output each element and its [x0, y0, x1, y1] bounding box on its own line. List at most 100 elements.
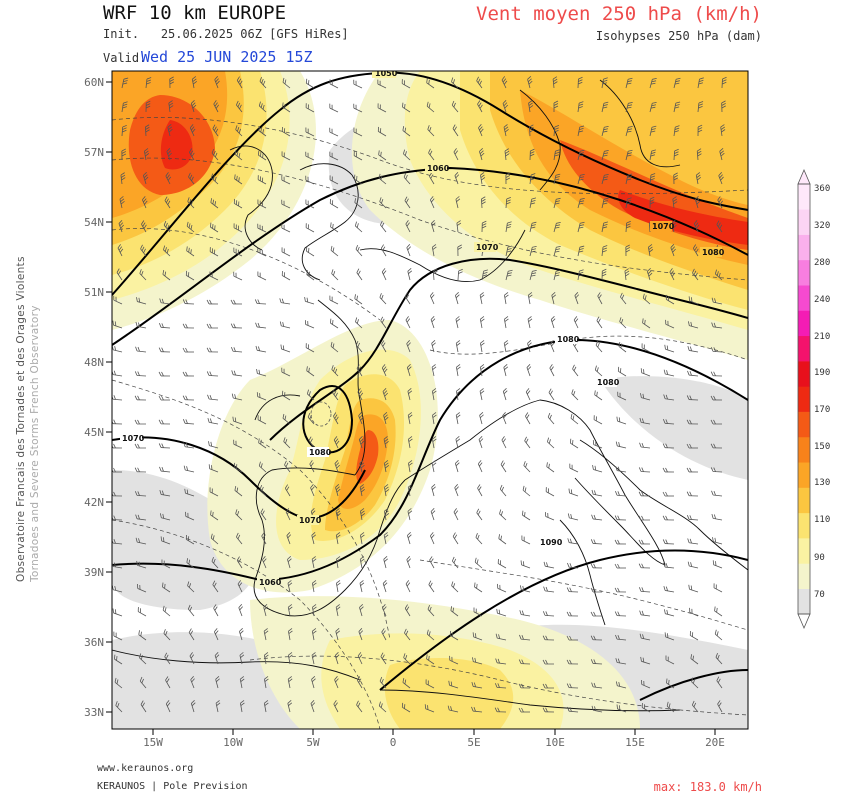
wind-barb: [359, 556, 365, 569]
wind-barb: [504, 316, 509, 329]
wind-barb: [284, 484, 291, 497]
wind-barb: [673, 125, 680, 137]
wind-barb: [404, 604, 411, 617]
wind-barb: [377, 79, 387, 89]
colorbar-label: 170: [814, 405, 830, 415]
wind-barb: [449, 630, 459, 641]
wind-barb: [553, 197, 561, 209]
wind-barb: [406, 244, 411, 257]
wind-barb: [384, 484, 390, 497]
wind-barb: [236, 532, 243, 545]
wind-barb: [615, 441, 627, 449]
wind-barb: [210, 222, 219, 233]
wind-barb: [480, 172, 486, 185]
wind-barb: [135, 346, 147, 353]
wind-barb: [380, 316, 387, 329]
wind-barb: [383, 412, 389, 425]
wind-barb: [686, 491, 699, 497]
wind-barb: [714, 269, 723, 281]
wind-barb: [591, 489, 603, 497]
product-title: Vent moyen 250 hPa (km/h): [476, 3, 762, 25]
wind-barb: [618, 341, 627, 353]
wind-barb: [182, 371, 195, 377]
wind-barb: [257, 415, 267, 425]
wind-barb: [377, 126, 387, 137]
wind-barb: [543, 586, 555, 593]
wind-barb: [614, 587, 627, 593]
wind-barb: [542, 707, 555, 713]
wind-barb: [696, 148, 702, 161]
wind-barb: [360, 532, 365, 545]
wind-barb: [282, 102, 291, 113]
wind-barb: [503, 340, 509, 353]
wind-barb: [711, 322, 723, 329]
wind-barb: [259, 484, 267, 497]
side-credit-fr: Observatoire Francais des Tornades et de…: [15, 256, 27, 582]
wind-barb: [688, 321, 699, 329]
wind-barb: [256, 369, 267, 377]
wind-barb: [502, 100, 509, 113]
wind-barb: [638, 467, 651, 473]
wind-barb: [255, 345, 267, 353]
wind-barb: [233, 198, 243, 209]
wind-barb: [505, 221, 512, 233]
wind-barb: [550, 340, 555, 353]
wind-barb: [625, 126, 633, 137]
wind-barb: [431, 484, 436, 497]
wind-barb: [527, 292, 533, 305]
wind-barb: [477, 484, 483, 497]
wind-barb: [432, 268, 438, 281]
wind-barb: [258, 438, 267, 449]
wind-barb: [596, 316, 603, 329]
wind-barb: [649, 125, 657, 137]
side-credit-en: Tornadoes and Severe Storms French Obser…: [29, 305, 41, 582]
wind-barb: [163, 245, 171, 257]
wind-barb: [647, 244, 654, 257]
wind-barb: [159, 513, 171, 521]
wind-barb: [138, 630, 147, 641]
wind-barb: [542, 683, 555, 689]
wind-barb: [117, 244, 124, 257]
wind-barb: [383, 532, 389, 545]
wind-barb: [332, 388, 339, 401]
wind-barb: [116, 268, 123, 281]
wind-barb: [721, 76, 727, 89]
wind-barb: [238, 604, 243, 617]
wind-barb: [614, 515, 627, 521]
wind-barb: [553, 269, 561, 281]
wind-barb: [666, 678, 675, 689]
isohypses-contours: [112, 71, 748, 701]
wind-barb: [233, 223, 243, 233]
wind-barb: [182, 299, 195, 305]
website-link[interactable]: www.keraunos.org: [97, 763, 194, 774]
wind-barb: [519, 610, 531, 617]
wind-barb: [615, 681, 627, 689]
wind-barb: [499, 509, 507, 521]
wind-barb: [263, 652, 269, 665]
lat-label: 48N: [84, 356, 104, 369]
wind-barb: [619, 317, 627, 329]
wind-barb: [711, 513, 723, 521]
wind-barb: [499, 484, 507, 497]
wind-barb: [310, 700, 316, 713]
wind-barb: [494, 707, 507, 713]
wind-barb: [381, 628, 387, 641]
wind-barb: [264, 676, 269, 689]
wind-barb: [594, 390, 603, 401]
wind-barb: [523, 461, 531, 473]
lon-label: 0: [390, 736, 397, 749]
wind-barb: [259, 77, 267, 89]
wind-barb: [616, 704, 627, 713]
wind-barb: [134, 443, 147, 449]
wind-barb: [426, 654, 435, 665]
wind-barb: [305, 175, 315, 185]
wind-barb: [215, 700, 221, 713]
colorbar-cell: [798, 310, 810, 337]
wind-barb: [455, 412, 461, 425]
wind-barb: [721, 100, 726, 113]
wind-barb: [335, 580, 341, 593]
wind-barb: [182, 323, 195, 329]
wind-barb: [407, 388, 413, 401]
wind-barb: [712, 560, 723, 569]
wind-barb: [617, 391, 627, 401]
